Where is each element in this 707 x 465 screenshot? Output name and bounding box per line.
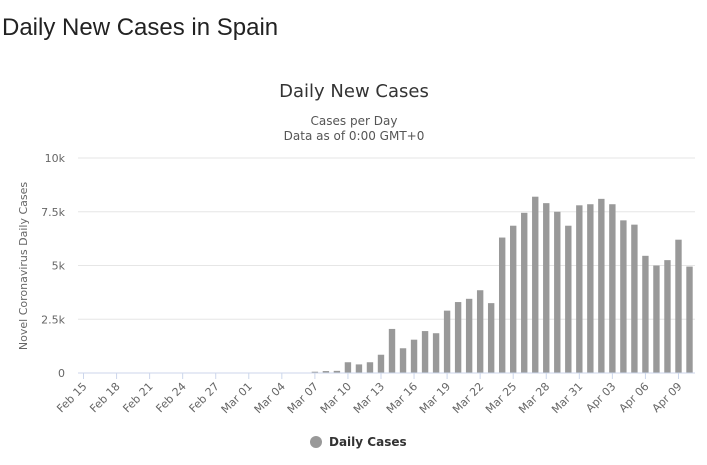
y-tick-label: 5k <box>52 260 66 273</box>
bar[interactable] <box>333 370 341 373</box>
x-tick-label: Mar 04 <box>252 380 288 416</box>
bar[interactable] <box>532 196 539 373</box>
x-tick-label: Feb 24 <box>153 380 188 415</box>
y-axis-ticks: 0 2.5k 5k 7.5k 10k <box>41 152 65 380</box>
bar[interactable] <box>554 211 561 373</box>
page-title: Daily New Cases in Spain <box>2 14 279 41</box>
x-tick-label: Mar 31 <box>549 380 585 416</box>
y-tick-label: 2.5k <box>41 313 65 326</box>
bar[interactable] <box>686 266 693 373</box>
bar[interactable] <box>355 364 363 373</box>
bar[interactable] <box>322 371 330 373</box>
bar[interactable] <box>642 255 649 373</box>
bar[interactable] <box>609 204 616 373</box>
bar[interactable] <box>565 225 572 373</box>
x-tick-label: Mar 19 <box>417 380 453 416</box>
x-tick-label: Apr 09 <box>650 380 685 415</box>
x-tick-label: Feb 21 <box>120 380 155 415</box>
x-tick-label: Mar 28 <box>516 380 552 416</box>
y-tick-label: 0 <box>58 367 65 380</box>
bar[interactable] <box>432 333 440 373</box>
bar[interactable] <box>421 331 429 373</box>
bar[interactable] <box>664 260 671 374</box>
x-tick-label: Mar 13 <box>351 380 387 416</box>
bar[interactable] <box>510 225 517 373</box>
bar[interactable] <box>388 328 396 373</box>
bar[interactable] <box>653 265 660 374</box>
legend-swatch <box>310 436 322 448</box>
x-tick-label: Mar 16 <box>384 380 420 416</box>
x-tick-label: Mar 07 <box>285 380 321 416</box>
bar[interactable] <box>498 237 506 373</box>
bar[interactable] <box>465 298 473 373</box>
x-tick-label: Mar 22 <box>450 380 486 416</box>
x-tick-label: Mar 25 <box>483 380 519 416</box>
bar[interactable] <box>366 362 374 373</box>
bar[interactable] <box>543 203 550 373</box>
x-tick-label: Apr 03 <box>583 380 618 415</box>
x-tick-label: Feb 27 <box>186 380 221 415</box>
bar[interactable] <box>598 198 605 373</box>
x-tick-label: Mar 01 <box>219 380 255 416</box>
x-tick-label: Apr 06 <box>617 380 652 415</box>
x-tick-label: Feb 15 <box>54 380 89 415</box>
bar[interactable] <box>311 371 319 373</box>
bar[interactable] <box>587 204 594 373</box>
bar[interactable] <box>620 220 627 373</box>
y-axis-title: Novel Coronavirus Daily Cases <box>17 182 30 350</box>
bar[interactable] <box>487 303 495 374</box>
bar[interactable] <box>576 205 583 373</box>
legend[interactable]: Daily Cases <box>310 435 407 449</box>
bar[interactable] <box>454 302 462 373</box>
bar[interactable] <box>410 339 418 373</box>
bar[interactable] <box>521 212 528 373</box>
bar[interactable] <box>344 362 352 373</box>
bar[interactable] <box>399 348 407 373</box>
chart-title: Daily New Cases <box>279 81 429 102</box>
x-tick-label: Feb 18 <box>87 380 122 415</box>
bar[interactable] <box>631 224 638 373</box>
bar[interactable] <box>476 290 484 373</box>
y-tick-label: 10k <box>45 152 66 165</box>
bar[interactable] <box>675 239 682 373</box>
y-tick-label: 7.5k <box>41 206 65 219</box>
chart-subtitle-line-2: Data as of 0:00 GMT+0 <box>284 129 425 143</box>
x-tick-label: Mar 10 <box>318 380 354 416</box>
bars <box>311 196 693 374</box>
chart-subtitle-line-1: Cases per Day <box>311 114 398 128</box>
legend-label: Daily Cases <box>329 435 407 449</box>
bar[interactable] <box>377 354 385 373</box>
bar[interactable] <box>443 310 451 373</box>
